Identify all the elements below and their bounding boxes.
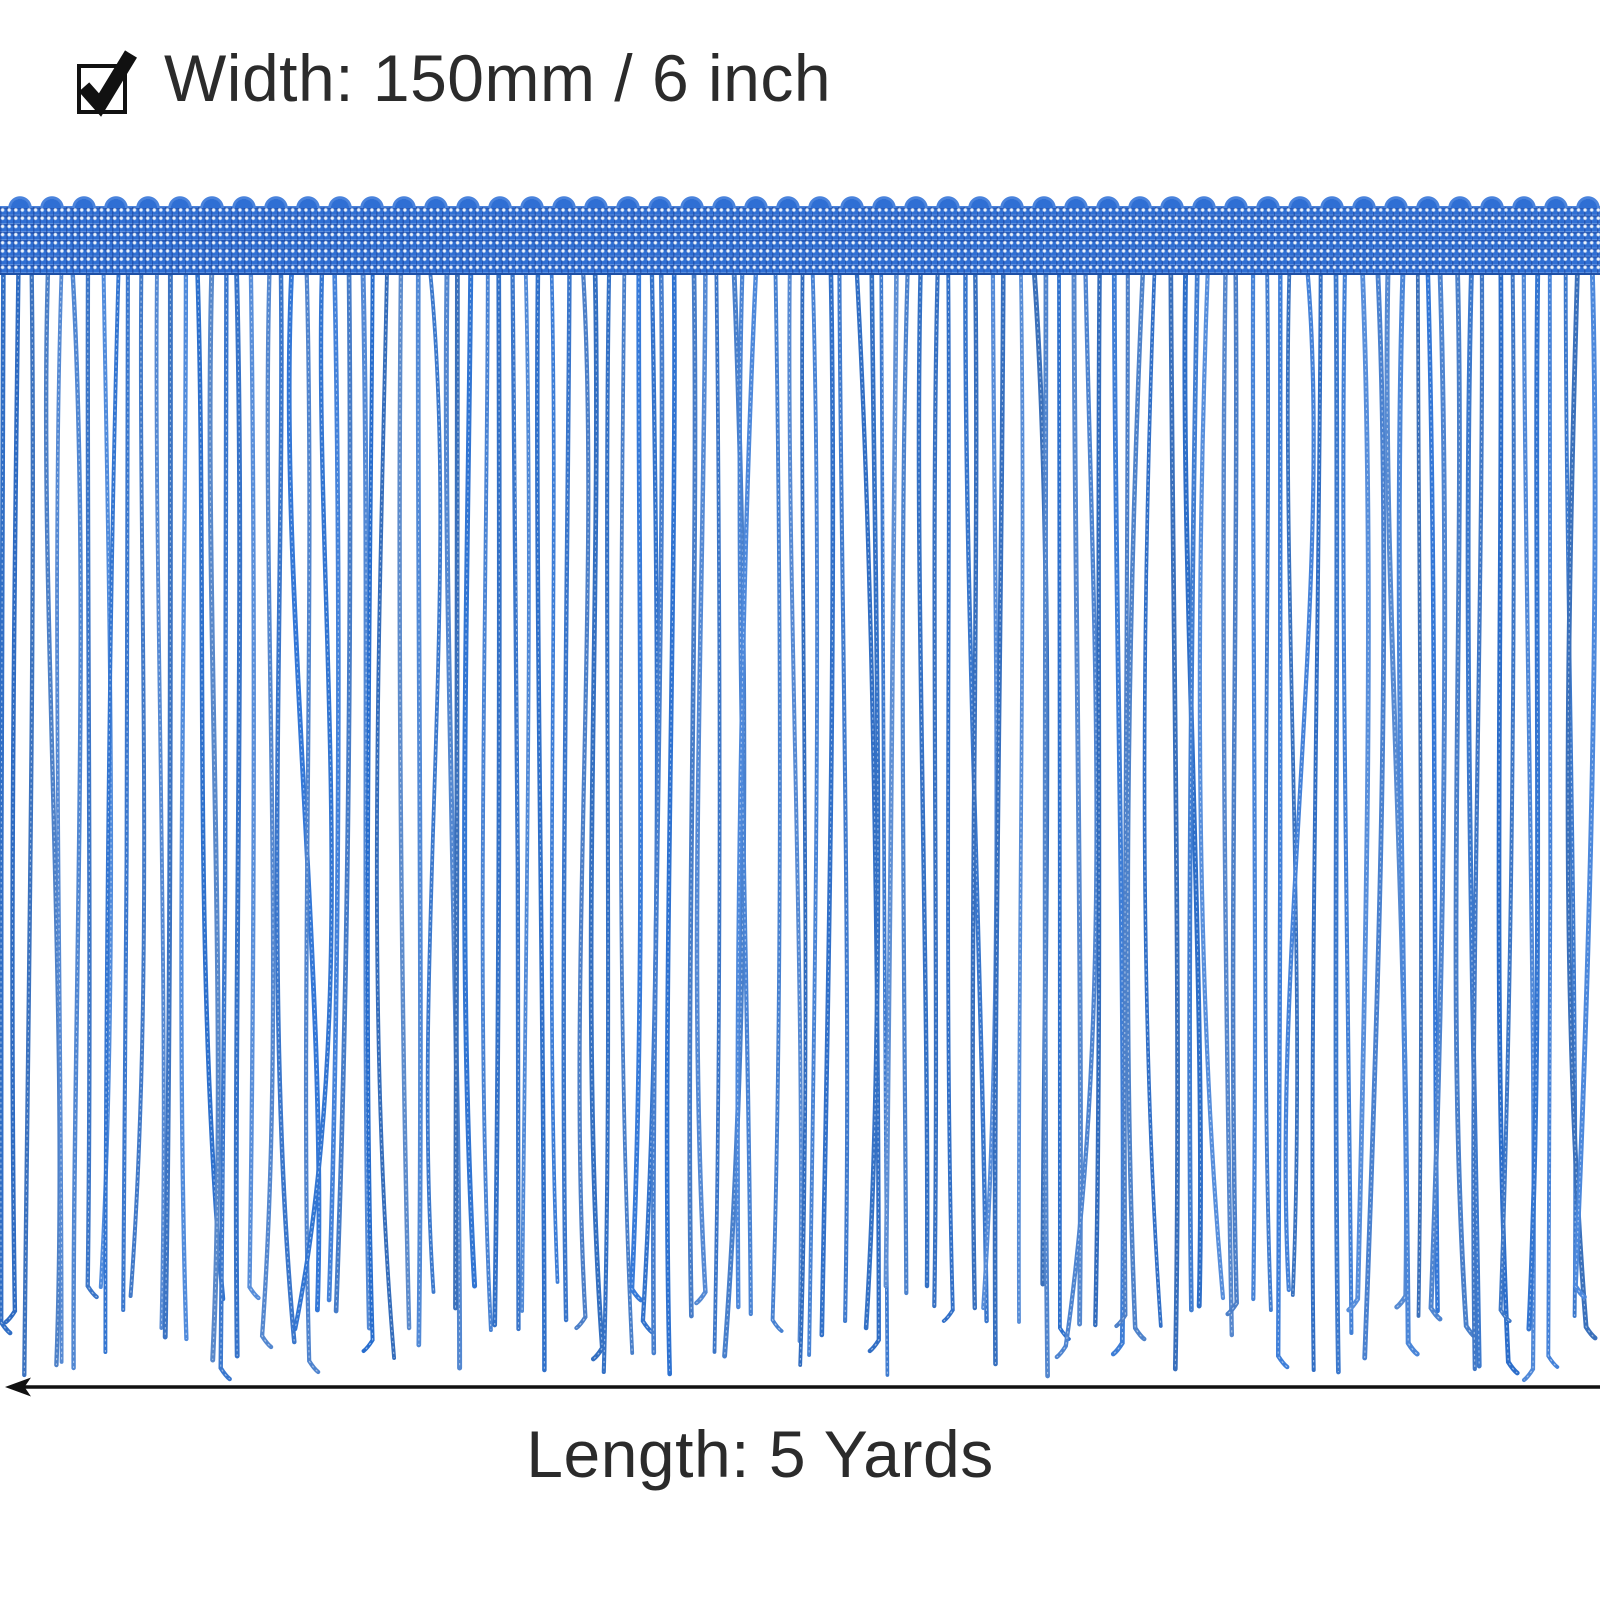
checkbox-checked-icon: [77, 50, 137, 117]
length-annotation: Length: 5 Yards: [0, 1417, 1520, 1491]
width-annotation: Width: 150mm / 6 inch: [74, 41, 832, 118]
length-dimension-arrow: [5, 1377, 1600, 1397]
fringe-band-scallop-edge: [0, 192, 1600, 208]
arrowhead-left: [5, 1377, 31, 1397]
width-label: Width: 150mm / 6 inch: [164, 41, 832, 115]
length-label: Length: 5 Yards: [526, 1417, 994, 1491]
fringe-band: [0, 206, 1600, 275]
